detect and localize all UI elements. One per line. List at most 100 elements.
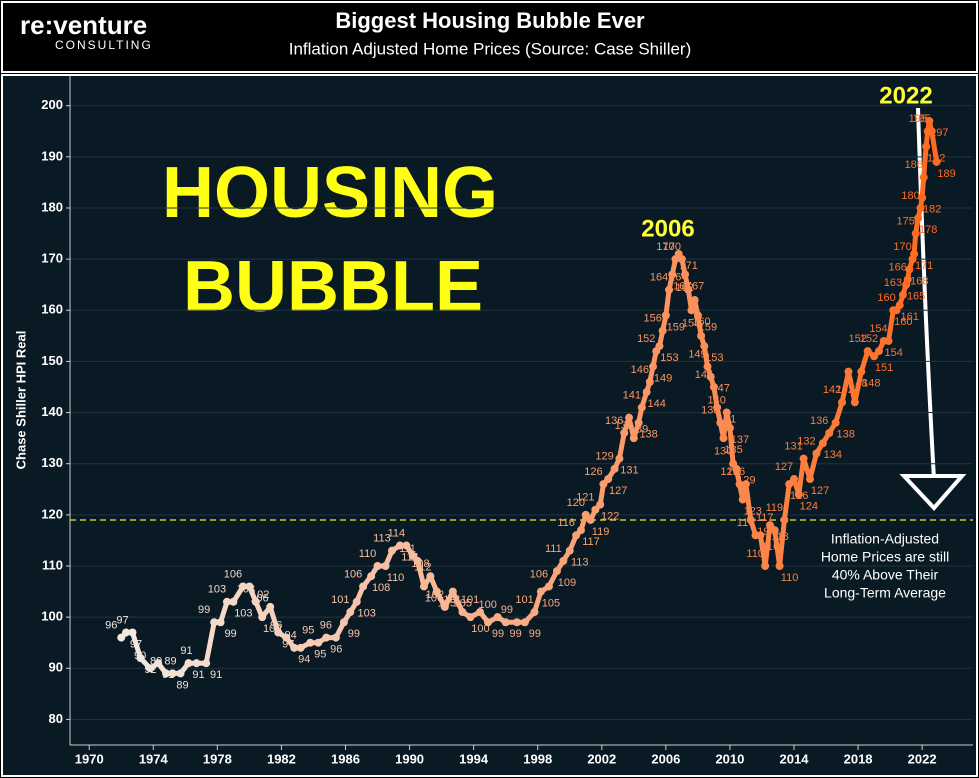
data-label: 126 xyxy=(584,466,602,478)
data-label: 170 xyxy=(893,241,911,253)
x-tick-label: 1998 xyxy=(523,751,552,766)
point xyxy=(684,285,693,294)
data-label: 99 xyxy=(501,604,513,616)
data-label: 103 xyxy=(237,584,255,596)
data-label: 142 xyxy=(836,384,854,396)
point xyxy=(604,475,613,484)
point xyxy=(706,372,715,381)
point xyxy=(693,311,702,320)
annotation-note: 40% Above Their xyxy=(832,567,939,583)
point xyxy=(661,311,670,320)
point xyxy=(831,418,840,427)
y-tick-label: 150 xyxy=(41,353,63,368)
y-tick-label: 180 xyxy=(41,199,63,214)
point xyxy=(274,628,283,637)
data-label: 106 xyxy=(425,592,443,604)
data-label: 97 xyxy=(130,638,142,650)
data-label: 153 xyxy=(705,352,723,364)
y-tick-label: 190 xyxy=(41,148,63,163)
data-label: 120 xyxy=(567,497,585,509)
point xyxy=(373,561,382,570)
y-tick-label: 80 xyxy=(49,711,63,726)
point xyxy=(306,638,315,647)
data-label: 109 xyxy=(558,577,576,589)
chart-subtitle: Inflation Adjusted Home Prices (Source: … xyxy=(289,39,692,58)
point xyxy=(790,475,798,484)
point xyxy=(202,659,211,668)
data-label: 89 xyxy=(164,655,176,667)
data-label: 117 xyxy=(582,536,600,548)
data-label: 106 xyxy=(224,568,242,580)
point xyxy=(649,362,658,371)
data-label: 101 xyxy=(515,594,533,606)
point xyxy=(530,608,539,617)
point xyxy=(290,643,299,652)
point xyxy=(884,336,893,345)
point xyxy=(599,480,608,489)
point xyxy=(258,613,267,622)
data-label: 136 xyxy=(810,415,828,427)
x-tick-label: 2006 xyxy=(651,751,680,766)
data-label: 113 xyxy=(571,557,589,569)
data-label: 94 xyxy=(298,654,310,666)
point xyxy=(146,664,155,673)
point xyxy=(655,342,664,351)
point xyxy=(738,495,747,504)
point xyxy=(665,285,674,294)
x-tick-label: 2022 xyxy=(908,751,937,766)
data-label: 102 xyxy=(426,589,444,601)
data-label: 171 xyxy=(915,260,933,272)
data-label: 96 xyxy=(330,644,342,656)
x-tick-label: 1978 xyxy=(203,751,232,766)
x-tick-label: 2010 xyxy=(715,751,744,766)
data-label: 164 xyxy=(650,272,668,284)
y-tick-label: 130 xyxy=(41,455,63,470)
y-tick-label: 100 xyxy=(41,609,63,624)
data-label: 111 xyxy=(399,543,416,555)
data-label: 99 xyxy=(529,628,541,640)
data-label: 129 xyxy=(595,451,613,463)
data-label: 121 xyxy=(576,492,594,504)
data-label: 153 xyxy=(660,352,678,364)
point xyxy=(677,255,686,264)
data-label: 105 xyxy=(454,597,472,609)
point xyxy=(925,117,934,126)
data-label: 159 xyxy=(699,321,717,333)
point xyxy=(725,423,734,432)
data-label: 91 xyxy=(192,669,204,681)
point xyxy=(576,526,585,535)
point xyxy=(756,531,765,540)
data-label: 159 xyxy=(667,321,685,333)
point xyxy=(381,561,390,570)
point xyxy=(770,526,779,535)
point xyxy=(586,515,595,524)
point xyxy=(296,643,305,652)
data-label: 139 xyxy=(630,424,648,436)
point xyxy=(806,475,815,484)
point xyxy=(700,342,709,351)
data-label: 170 xyxy=(656,241,674,253)
data-label: 130 xyxy=(714,446,732,458)
point xyxy=(690,296,699,305)
point xyxy=(914,214,923,223)
point xyxy=(168,669,177,678)
y-tick-label: 110 xyxy=(42,557,63,572)
data-label: 131 xyxy=(784,440,802,452)
x-tick-label: 1994 xyxy=(459,751,489,766)
data-label: 89 xyxy=(176,679,188,691)
point xyxy=(895,301,904,310)
data-label: 95 xyxy=(302,625,314,637)
point xyxy=(898,290,907,299)
data-label: 126 xyxy=(720,466,738,478)
data-label: 137 xyxy=(731,434,749,446)
point xyxy=(216,618,225,627)
data-label: 119 xyxy=(592,526,610,538)
point xyxy=(591,505,600,514)
data-label: 186 xyxy=(905,159,923,171)
point xyxy=(314,638,323,647)
data-label: 142 xyxy=(823,384,841,396)
point xyxy=(905,265,914,274)
data-label: 124 xyxy=(800,500,818,512)
y-tick-label: 160 xyxy=(41,302,63,317)
point xyxy=(266,602,275,611)
